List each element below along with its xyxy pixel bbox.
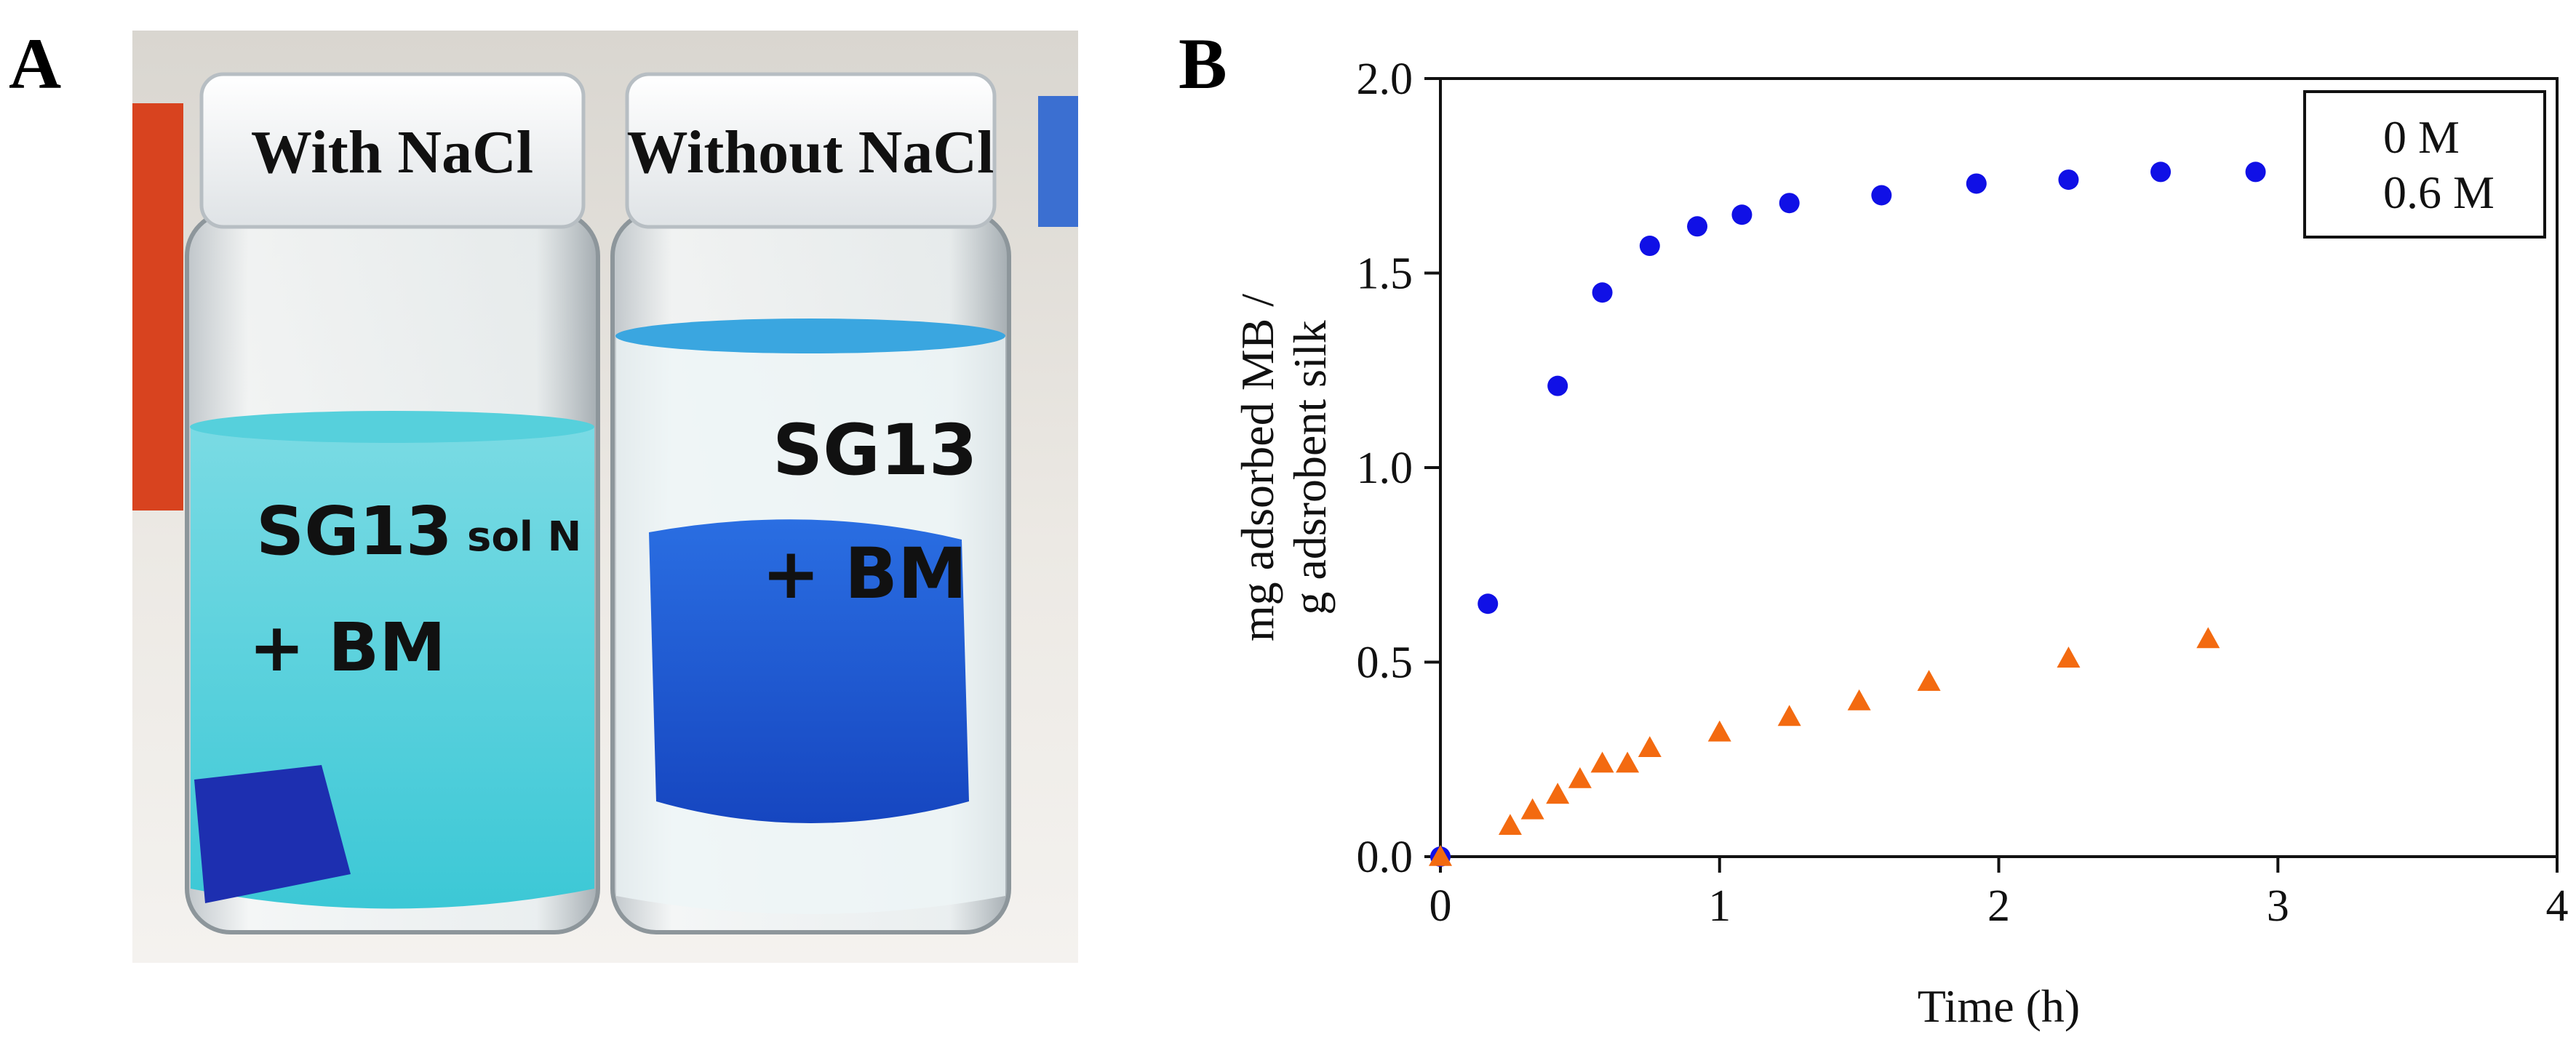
x-tick-label-2: 2 (1987, 881, 2010, 931)
x-tick-label-0: 0 (1429, 881, 1452, 931)
y-tick-label-4: 2.0 (1357, 55, 1413, 104)
right-marker-line1: SG13 (773, 409, 978, 491)
silk-sample-right (649, 519, 969, 823)
point-06M-2 (1520, 798, 1544, 820)
point-0M-11 (2150, 161, 2172, 183)
point-0M-2 (1547, 375, 1568, 396)
point-06M-8 (1707, 720, 1731, 742)
point-0M-7 (1779, 193, 1800, 214)
point-0M-12 (2245, 161, 2266, 183)
point-06M-12 (2057, 646, 2081, 668)
point-06M-10 (1847, 689, 1871, 710)
point-0M-8 (1871, 185, 1892, 206)
silk-sample-left (194, 765, 351, 903)
point-06M-3 (1546, 782, 1570, 804)
y-tick-label-3: 1.5 (1357, 249, 1413, 299)
panel-b-label: B (1179, 23, 1227, 104)
jar-photograph: With NaCl SG13 sol N + BM Without NaCl S… (132, 31, 1078, 963)
point-06M-9 (1777, 705, 1801, 726)
point-06M-5 (1590, 751, 1614, 773)
legend-box (2303, 90, 2546, 239)
left-jar-label: With NaCl (251, 119, 533, 186)
point-0M-10 (2058, 169, 2079, 191)
x-tick-label-4: 4 (2546, 881, 2569, 931)
y-tick-label-1: 0.5 (1357, 638, 1413, 688)
point-06M-0 (1429, 845, 1452, 866)
right-lid (625, 72, 997, 229)
right-jar: Without NaCl SG13 + BM (610, 72, 1011, 934)
x-tick-label-3: 3 (2267, 881, 2289, 931)
point-0M-6 (1731, 204, 1752, 225)
point-06M-6 (1616, 751, 1640, 773)
left-marker-line1: SG13 (256, 492, 452, 570)
y-tick-label-0: 0.0 (1357, 833, 1413, 882)
point-0M-1 (1478, 593, 1499, 614)
y-axis-title-line1: mg adsorbed MB / (1232, 294, 1283, 641)
left-marker-side: sol N (467, 513, 581, 561)
point-0M-3 (1592, 282, 1613, 303)
y-axis-title-line2: g adsrobent silk (1284, 320, 1336, 614)
x-tick-label-1: 1 (1708, 881, 1731, 931)
point-06M-11 (1917, 670, 1941, 692)
point-0M-4 (1639, 236, 1660, 257)
left-jar: With NaCl SG13 sol N + BM (185, 72, 600, 934)
point-06M-7 (1638, 736, 1662, 757)
blue-object (1038, 96, 1078, 227)
left-lid (199, 72, 586, 229)
red-object (132, 103, 183, 511)
right-marker-line2: + BM (762, 533, 968, 614)
point-06M-4 (1568, 767, 1592, 788)
point-06M-1 (1498, 814, 1522, 835)
chart-legend: 0 M 0.6 M (2303, 90, 2546, 239)
right-jar-label: Without NaCl (627, 119, 994, 186)
x-axis-title: Time (h) (1918, 980, 2080, 1032)
legend-label-06M: 0.6 M (2383, 167, 2495, 218)
y-tick-label-2: 1.0 (1357, 444, 1413, 493)
point-0M-5 (1687, 216, 1708, 237)
adsorption-chart: 0 1 2 3 4 0.0 0.5 1.0 1.5 2.0 Time (h) mg adsorbe… (1232, 55, 2569, 1032)
chart-marks (1429, 127, 2351, 867)
panel-a-label: A (9, 23, 62, 104)
point-0M-9 (1966, 173, 1987, 194)
legend-label-0M: 0 M (2383, 111, 2460, 163)
point-06M-13 (2196, 627, 2220, 649)
left-marker-line2: + BM (249, 609, 446, 686)
